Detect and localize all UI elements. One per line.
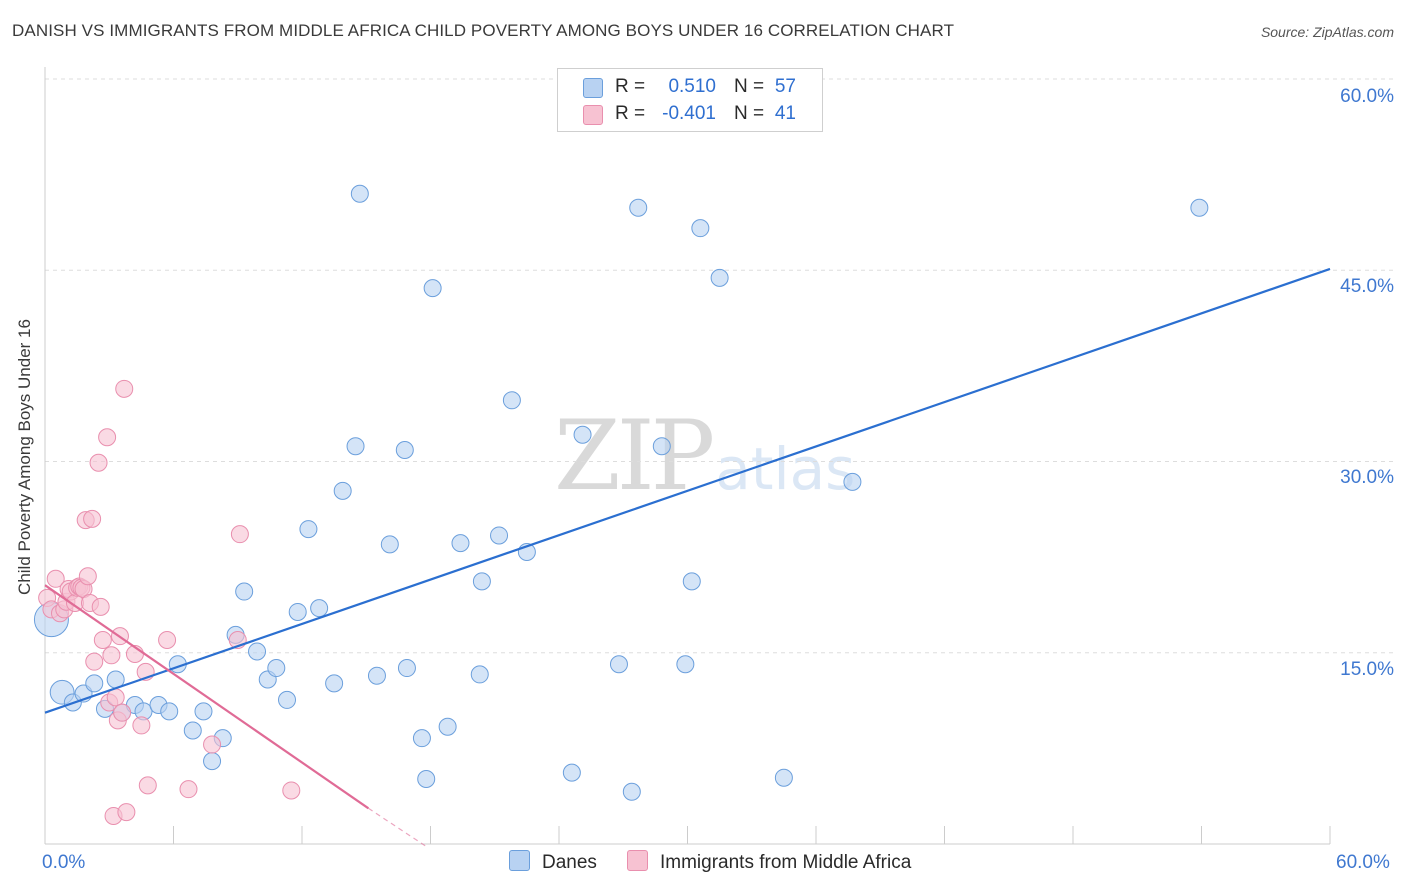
danes-point [491, 527, 508, 544]
x-tick-label-max: 60.0% [1336, 852, 1390, 874]
y-tick-label-30: 30.0% [1340, 467, 1394, 489]
danes-point [711, 269, 728, 286]
danes-point [351, 185, 368, 202]
danes-point [398, 660, 415, 677]
danes-point [574, 426, 591, 443]
danes-point [289, 603, 306, 620]
immigrants-point [99, 429, 116, 446]
correlation-legend: R = 0.510 N = 57 R = -0.401 N = 41 [557, 68, 823, 132]
danes-trend-line [45, 269, 1330, 713]
danes-point [439, 718, 456, 735]
danes-point [424, 280, 441, 297]
danes-point [683, 573, 700, 590]
immigrants-n-value: 41 [770, 103, 796, 125]
danes-point [311, 600, 328, 617]
danes-n-value: 57 [770, 76, 796, 98]
danes-point [677, 656, 694, 673]
danes-point [236, 583, 253, 600]
immigrants-point [180, 781, 197, 798]
danes-r-value: 0.510 [648, 76, 716, 98]
danes-point [279, 691, 296, 708]
immigrants-point [94, 632, 111, 649]
immigrants-n-label: N = [734, 103, 764, 125]
immigrants-points [39, 380, 300, 824]
danes-point [396, 442, 413, 459]
danes-swatch [583, 78, 603, 98]
danes-n-label: N = [734, 76, 764, 98]
danes-point [161, 703, 178, 720]
immigrants-point [204, 736, 221, 753]
danes-point [775, 769, 792, 786]
legend-immigrants-label: Immigrants from Middle Africa [660, 852, 911, 873]
danes-point [610, 656, 627, 673]
immigrants-point [103, 647, 120, 664]
immigrants-r-value: -0.401 [648, 103, 716, 125]
danes-point [503, 392, 520, 409]
trend-layer [45, 269, 1330, 848]
danes-point [630, 199, 647, 216]
danes-point [1191, 199, 1208, 216]
danes-point [195, 703, 212, 720]
immigrants-swatch [583, 105, 603, 125]
danes-point [692, 220, 709, 237]
immigrants-point [133, 717, 150, 734]
y-axis-label: Child Poverty Among Boys Under 16 [15, 319, 35, 595]
danes-point [368, 667, 385, 684]
scatter-chart [0, 0, 1406, 892]
immigrants-point [90, 454, 107, 471]
danes-points [34, 185, 1207, 800]
danes-point [473, 573, 490, 590]
danes-point [653, 438, 670, 455]
legend-item-danes[interactable]: Danes [509, 850, 597, 874]
danes-point [452, 535, 469, 552]
danes-point [184, 722, 201, 739]
immigrants-point [283, 782, 300, 799]
danes-r-label: R = [615, 76, 645, 98]
danes-point [300, 521, 317, 538]
immigrants-point [84, 510, 101, 527]
immigrants-point [118, 804, 135, 821]
y-tick-label-60: 60.0% [1340, 86, 1394, 108]
immigrants-point [86, 653, 103, 670]
grid-layer [45, 79, 1395, 653]
legend-immigrants-swatch [627, 850, 648, 871]
legend-danes-swatch [509, 850, 530, 871]
legend-item-immigrants[interactable]: Immigrants from Middle Africa [627, 850, 911, 874]
danes-point [563, 764, 580, 781]
axis-layer [45, 67, 1330, 844]
danes-point [623, 783, 640, 800]
immigrants-point [79, 568, 96, 585]
danes-point [381, 536, 398, 553]
danes-point [471, 666, 488, 683]
danes-point [418, 770, 435, 787]
immigrants-point [159, 632, 176, 649]
immigrants-trend-extension [368, 808, 428, 848]
immigrants-point [139, 777, 156, 794]
y-tick-label-15: 15.0% [1340, 659, 1394, 681]
danes-point [268, 660, 285, 677]
danes-point [326, 675, 343, 692]
immigrants-point [92, 598, 109, 615]
immigrants-point [116, 380, 133, 397]
danes-point [334, 482, 351, 499]
legend-row-immigrants: R = -0.401 N = 41 [558, 101, 822, 127]
x-tick-label-min: 0.0% [42, 852, 85, 874]
immigrants-r-label: R = [615, 103, 645, 125]
danes-point [844, 473, 861, 490]
danes-point [86, 675, 103, 692]
immigrants-point [231, 526, 248, 543]
legend-danes-label: Danes [542, 852, 597, 873]
danes-point [347, 438, 364, 455]
legend-row-danes: R = 0.510 N = 57 [558, 74, 822, 100]
immigrants-point [114, 704, 131, 721]
danes-point [249, 643, 266, 660]
y-tick-label-45: 45.0% [1340, 276, 1394, 298]
danes-point [204, 753, 221, 770]
danes-point [413, 730, 430, 747]
